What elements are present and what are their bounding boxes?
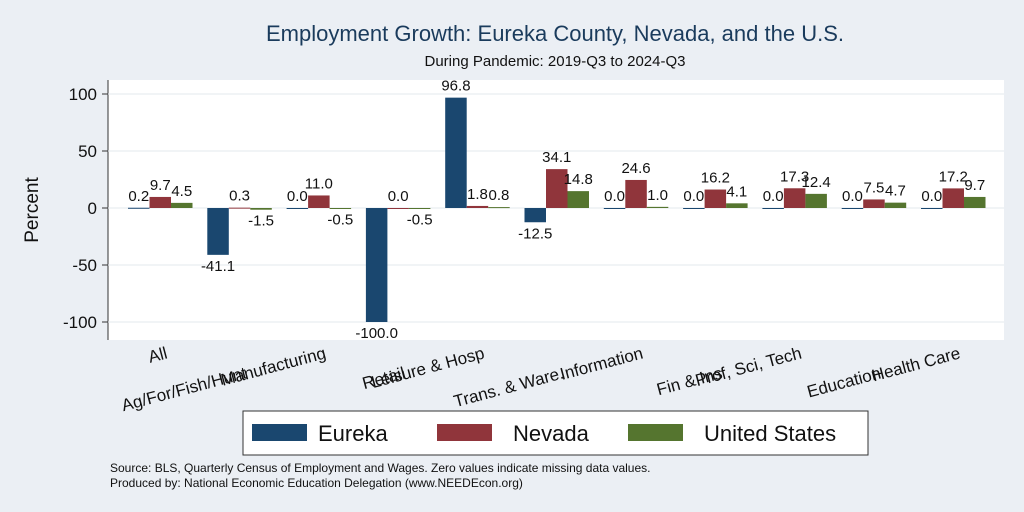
legend-label: Eureka	[318, 421, 388, 446]
bar-united-states	[171, 202, 193, 208]
x-tick-label: Health Care	[870, 344, 963, 386]
bar-eureka	[683, 208, 705, 209]
bar-nevada	[228, 207, 251, 209]
data-label: 24.6	[621, 160, 650, 177]
bar-eureka	[762, 208, 784, 209]
produced-note: Produced by: National Economic Education…	[110, 476, 523, 490]
bar-nevada	[466, 205, 489, 208]
data-label: 17.2	[939, 168, 968, 185]
x-tick-label: Trans. & Ware.	[452, 364, 566, 412]
data-label: 4.1	[726, 183, 747, 200]
data-label: 11.0	[305, 175, 333, 192]
x-tick-label: Manufacturing	[219, 344, 328, 390]
bar-united-states	[329, 208, 352, 209]
chart-title: Employment Growth: Eureka County, Nevada…	[266, 21, 844, 46]
x-tick-label: All	[146, 344, 169, 367]
bar-united-states	[646, 206, 669, 208]
data-label: -0.5	[407, 212, 433, 229]
bar-eureka	[603, 208, 626, 209]
bar-eureka	[207, 208, 229, 255]
data-label: -100.0	[355, 325, 398, 342]
data-label: 1.8	[467, 186, 488, 203]
data-label: 4.5	[171, 183, 192, 200]
data-label: -0.5	[327, 212, 353, 229]
bar-eureka	[286, 208, 309, 209]
bar-nevada	[704, 189, 727, 208]
data-label: 9.7	[150, 177, 171, 194]
data-label: 0.0	[287, 188, 308, 205]
bar-nevada	[308, 195, 330, 208]
y-tick-label: -50	[72, 256, 97, 275]
bar-eureka	[841, 208, 864, 209]
bar-nevada	[149, 196, 171, 208]
bar-united-states	[250, 208, 272, 210]
data-label: 96.8	[441, 78, 470, 95]
data-label: 14.8	[564, 171, 593, 188]
legend-label: Nevada	[513, 421, 590, 446]
bar-nevada	[387, 208, 409, 209]
data-label: 0.0	[388, 188, 409, 205]
x-tick-label: Prof, Sci, Tech	[693, 344, 803, 391]
bar-eureka	[524, 208, 546, 223]
data-label: 0.0	[921, 188, 942, 205]
y-tick-label: 0	[88, 199, 97, 218]
bar-eureka	[365, 208, 388, 322]
bar-eureka	[921, 208, 943, 209]
data-label: 34.1	[542, 149, 571, 166]
bar-eureka	[445, 97, 467, 208]
bar-united-states	[964, 196, 986, 208]
chart-subtitle: During Pandemic: 2019-Q3 to 2024-Q3	[425, 53, 686, 70]
data-label: 4.7	[885, 183, 906, 200]
data-label: 1.0	[647, 187, 668, 204]
legend	[242, 410, 869, 456]
data-label: 9.7	[964, 177, 985, 194]
data-label: 0.0	[683, 188, 704, 205]
bar-united-states	[408, 208, 431, 209]
bar-united-states	[805, 193, 827, 208]
bar-nevada	[625, 179, 647, 208]
data-label: 0.0	[763, 188, 784, 205]
data-label: -1.5	[248, 213, 274, 230]
bar-united-states	[726, 203, 748, 208]
legend-label: United States	[704, 421, 836, 446]
bar-eureka	[128, 207, 150, 209]
bar-nevada	[942, 188, 964, 208]
y-tick-label: 100	[69, 85, 97, 104]
bar-nevada	[546, 169, 568, 208]
y-tick-label: -100	[63, 313, 97, 332]
legend-swatch	[437, 424, 492, 441]
data-label: 16.2	[701, 170, 730, 187]
y-tick-label: 50	[78, 142, 97, 161]
y-axis-label: Percent	[22, 177, 43, 243]
plot-area	[108, 80, 1004, 340]
data-label: -12.5	[518, 225, 552, 242]
bar-united-states	[884, 202, 907, 208]
data-label: 0.3	[229, 188, 250, 205]
x-tick-label: Information	[558, 344, 645, 384]
data-label: 0.0	[604, 188, 625, 205]
bar-nevada	[863, 199, 885, 208]
data-label: 0.0	[842, 188, 863, 205]
source-note: Source: BLS, Quarterly Census of Employm…	[110, 461, 650, 475]
bar-united-states	[488, 207, 510, 209]
bar-united-states	[567, 191, 589, 208]
data-label: 17.3	[780, 168, 809, 185]
legend-swatch	[252, 424, 307, 441]
legend-swatch	[628, 424, 683, 441]
data-label: 7.5	[864, 179, 885, 196]
data-label: 0.2	[128, 188, 149, 205]
data-label: 0.8	[489, 187, 510, 204]
bar-nevada	[783, 188, 806, 208]
data-label: -41.1	[201, 258, 235, 275]
data-label: 12.4	[802, 174, 831, 191]
